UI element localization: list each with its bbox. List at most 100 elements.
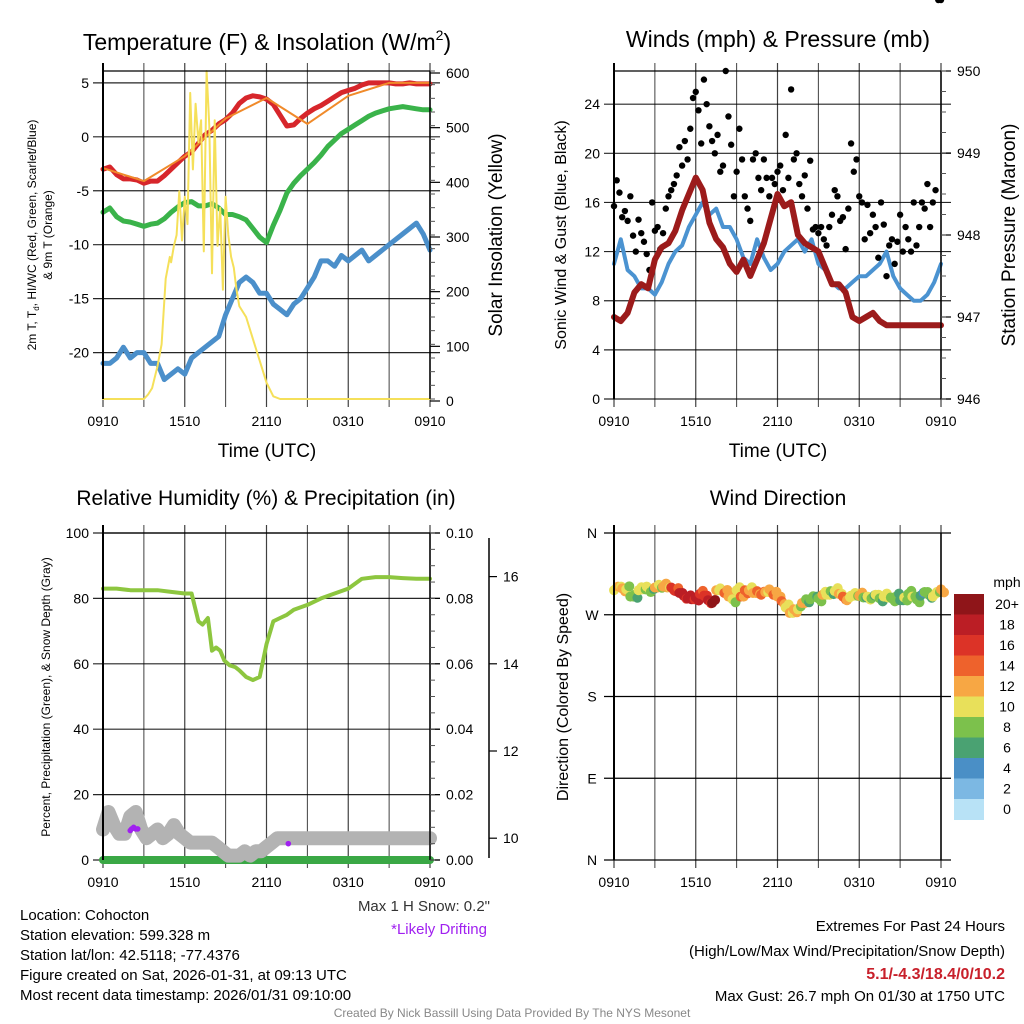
y-tick-label: -10 [69, 237, 89, 253]
gust-black-point [856, 193, 863, 200]
colorbar-label: 16 [999, 637, 1015, 653]
gust-black-point [817, 223, 825, 231]
y2-tick-label: 0.02 [446, 787, 473, 803]
colorbar-swatch [954, 676, 984, 697]
temperature-xlabel: Time (UTC) [218, 441, 317, 462]
y2-tick-label: 500 [446, 120, 470, 136]
hi-wc-green-line [100, 104, 433, 246]
gust-black-point [638, 229, 645, 237]
y-tick-label: 4 [592, 342, 600, 358]
y2-tick-label: 0.06 [446, 656, 473, 672]
y-tick-label: N [587, 852, 597, 868]
gust-black-point [774, 168, 781, 175]
gust-black-point [918, 199, 926, 206]
gust-black-point [913, 242, 920, 249]
gust-black-point [635, 216, 642, 223]
gust-black-point [616, 189, 623, 196]
gust-black-point [689, 94, 697, 102]
gust-black-point [858, 199, 866, 206]
speed-colorbar: mph 20+ 18 16 14 12 10 8 6 4 2 0 [954, 574, 1021, 820]
colorbar-label: 12 [999, 678, 1015, 694]
gust-black-point [706, 123, 713, 130]
colorbar-swatch [954, 778, 984, 800]
y-tick-label: 80 [73, 590, 89, 606]
gust-black-point [695, 107, 702, 114]
gust-black-point [749, 156, 757, 163]
gust-black-point [891, 260, 898, 268]
colorbar-swatch [954, 594, 984, 615]
gust-black-point [910, 199, 917, 206]
gust-black-point [831, 186, 838, 194]
gust-black-point [888, 236, 896, 243]
colorbar-swatch [954, 614, 984, 636]
gust-black-point [670, 180, 678, 188]
credit: Created By Nick Bassill Using Data Provi… [333, 1006, 691, 1020]
gust-black-point [700, 76, 708, 83]
wind-direction-ylabel: Direction (Colored By Speed) [555, 593, 572, 801]
relative-humidity-light-green-line [101, 575, 432, 683]
sonic-wind-blue-line [612, 200, 943, 303]
y-tick-label: 0 [81, 129, 89, 145]
max-gust: Max Gust: 26.7 mph On 01/30 at 1750 UTC [714, 988, 1005, 1005]
colorbar-label: 14 [999, 658, 1015, 674]
humidity-panel: Relative Humidity (%) & Precipitation (i… [39, 487, 519, 890]
location: Location: Cohocton [20, 907, 150, 924]
y2-tick-label: 0.04 [446, 721, 473, 737]
gust-black-point [698, 140, 705, 147]
gust-black-point [736, 125, 743, 132]
gust-black-point [613, 177, 620, 184]
y2-tick-label: 949 [957, 145, 981, 161]
gust-black-point [823, 242, 830, 249]
wind-direction-point [624, 581, 635, 592]
gust-black-point [899, 248, 907, 255]
gust-black-point [902, 223, 909, 231]
gust-black-point [798, 193, 806, 200]
y-tick-label: 0 [81, 852, 89, 868]
gust-black-point [676, 143, 683, 151]
gust-black-point [826, 223, 833, 231]
gust-black-point [621, 207, 629, 215]
max-snow: Max 1 H Snow: 0.2" [357, 898, 490, 915]
winds-ylabel: Sonic Wind & Gust (Blue, Black) [553, 120, 570, 349]
x-tick-label: 2110 [251, 874, 281, 890]
gust-black-point [932, 186, 939, 194]
gust-black-point [845, 205, 852, 212]
y3-tick-label: 12 [503, 743, 519, 759]
x-tick-label: 0910 [414, 874, 445, 890]
gust-black-point [640, 238, 648, 245]
gust-black-point [738, 156, 746, 163]
y-tick-label: 12 [584, 244, 600, 260]
y2-tick-label: 950 [957, 63, 981, 79]
gust-black-point [790, 156, 798, 163]
colorbar-label: 20+ [995, 596, 1019, 612]
gust-black-point [684, 156, 691, 163]
x-tick-label: 0310 [844, 874, 875, 890]
y3-tick-label: 16 [503, 569, 519, 585]
gust-black-point [618, 213, 626, 221]
y-tick-label: 0 [592, 391, 600, 407]
y2-tick-label: 0.08 [446, 590, 473, 606]
gust-black-point [727, 141, 735, 148]
gust-black-point [807, 157, 814, 164]
colorbar-label: 10 [999, 699, 1015, 715]
gust-black-point [828, 211, 836, 218]
gust-black-point [929, 199, 937, 206]
temperature-ylabel-2: & 9m T (Orange) [41, 190, 55, 280]
gust-black-point [673, 172, 680, 179]
gust-black-point [787, 86, 795, 93]
gust-black-point [812, 223, 819, 231]
gust-black-point [627, 193, 634, 200]
gust-black-point [861, 236, 868, 243]
gust-black-point [747, 217, 754, 225]
colorbar-swatch [954, 696, 984, 718]
gust-black-point [741, 193, 748, 200]
gust-black-point [796, 180, 803, 188]
y-tick-label: 20 [584, 145, 600, 161]
temperature-y2label: Solar Insolation (Yellow) [486, 133, 507, 336]
gust-black-point [883, 272, 890, 280]
gust-black-point [632, 248, 639, 255]
y-tick-label: W [585, 607, 599, 623]
gust-black-point [894, 238, 901, 245]
y2-tick-label: 948 [957, 227, 981, 243]
x-tick-label: 0310 [333, 874, 364, 890]
